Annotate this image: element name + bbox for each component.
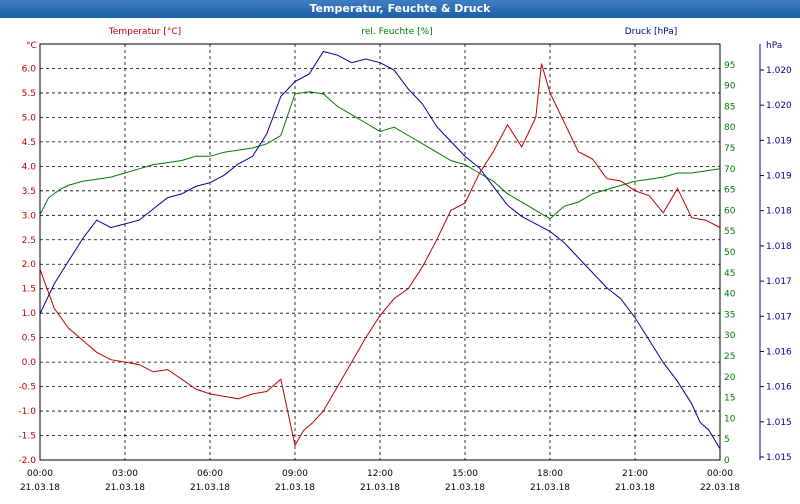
date-tick-label: 21.03.18: [275, 483, 315, 493]
humidity-tick-label: 90: [724, 82, 736, 92]
time-tick-label: 09:00: [282, 469, 308, 479]
date-tick-label: 21.03.18: [615, 483, 655, 493]
temp-tick-label: 1.0: [22, 309, 37, 319]
temp-tick-label: 1.5: [22, 285, 36, 295]
humidity-tick-label: 85: [724, 102, 735, 112]
humidity-axis-label: rel. Feuchte [%]: [361, 27, 432, 37]
pressure-tick-label: 1.020: [766, 101, 792, 111]
date-tick-label: 21.03.18: [360, 483, 400, 493]
temp-tick-label: -1.0: [18, 407, 36, 417]
pressure-axis-label: Druck [hPa]: [625, 27, 678, 37]
pressure-tick-label: 1.017: [766, 312, 792, 322]
pressure-tick-label: 1.015: [766, 418, 792, 428]
temp-tick-label: 2.0: [22, 260, 37, 270]
pressure-tick-label: 1.019: [766, 172, 792, 182]
temp-tick-label: -1.5: [18, 432, 36, 442]
pressure-tick-label: 1.017: [766, 277, 792, 287]
humidity-tick-label: 70: [724, 165, 736, 175]
humidity-tick-label: 30: [724, 331, 736, 341]
date-tick-label: 22.03.18: [700, 483, 740, 493]
humidity-tick-label: 0: [724, 456, 730, 466]
temp-axis-unit: °C: [26, 41, 37, 51]
grid: [40, 44, 720, 460]
date-tick-label: 21.03.18: [445, 483, 485, 493]
pressure-tick-label: 1.016: [766, 383, 792, 393]
temp-tick-label: 6.0: [22, 64, 37, 74]
temp-tick-label: 0.5: [22, 334, 36, 344]
temp-tick-label: 3.0: [22, 211, 37, 221]
time-tick-label: 15:00: [452, 469, 478, 479]
pressure-tick-label: 1.019: [766, 136, 792, 146]
plot-frame: [39, 43, 721, 461]
humidity-tick-label: 55: [724, 227, 735, 237]
time-axis-ticks: 00:00 21.03.18 03:00 21.03.18 06:00 21.03.18 0…: [20, 469, 740, 493]
humidity-tick-label: 75: [724, 144, 735, 154]
time-tick-label: 18:00: [537, 469, 563, 479]
humidity-tick-label: 45: [724, 269, 735, 279]
humidity-tick-label: 95: [724, 61, 735, 71]
pressure-tick-label: 1.015: [766, 453, 792, 463]
time-tick-label: 00:00: [707, 469, 733, 479]
chart-area: Temperatur [°C] rel. Feuchte [%] Druck […: [0, 18, 800, 500]
humidity-series-line: [39, 91, 721, 220]
window-title: Temperatur, Feuchte & Druck: [0, 0, 800, 18]
time-tick-label: 06:00: [197, 469, 223, 479]
temp-tick-label: 2.5: [22, 236, 36, 246]
pressure-series-line: [39, 50, 721, 450]
time-tick-label: 03:00: [112, 469, 138, 479]
humidity-tick-label: 20: [724, 373, 736, 383]
temp-tick-label: 3.5: [22, 187, 36, 197]
pressure-tick-label: 1.016: [766, 347, 792, 357]
humidity-tick-label: 25: [724, 352, 735, 362]
time-tick-label: 00:00: [27, 469, 53, 479]
temp-tick-label: -2.0: [18, 456, 36, 466]
time-tick-label: 21:00: [622, 469, 648, 479]
date-tick-label: 21.03.18: [105, 483, 145, 493]
temperature-series-line: [39, 63, 721, 447]
temp-tick-label: 4.5: [22, 138, 36, 148]
pressure-tick-label: 1.018: [766, 242, 792, 252]
temp-tick-label: -0.5: [18, 383, 36, 393]
temp-tick-label: 0.0: [22, 358, 37, 368]
humidity-tick-label: 35: [724, 310, 735, 320]
humidity-tick-label: 5: [724, 435, 730, 445]
temp-tick-label: 5.0: [22, 113, 37, 123]
date-tick-label: 21.03.18: [530, 483, 570, 493]
temp-axis-ticks: -2.0 -1.5 -1.0 -0.5 0.0 0.5 1.0 1.5 2.0 2.5 3.0 3.5…: [18, 64, 36, 466]
temp-tick-label: 4.0: [22, 162, 37, 172]
humidity-tick-label: 50: [724, 248, 736, 258]
date-tick-label: 21.03.18: [190, 483, 230, 493]
pressure-axis-ticks: 1.015 1.015 1.016 1.016 1.017 1.017 1.018 1.018…: [759, 44, 792, 463]
humidity-axis-ticks: 0 5 10 15 20 25 30 35 40 45 50 55 60 65 70 75 80 85 90 95: [724, 61, 736, 466]
time-tick-label: 12:00: [367, 469, 393, 479]
pressure-tick-label: 1.020: [766, 66, 792, 76]
humidity-tick-label: 15: [724, 394, 735, 404]
humidity-tick-label: 10: [724, 414, 736, 424]
humidity-tick-label: 40: [724, 290, 736, 300]
humidity-tick-label: 80: [724, 123, 736, 133]
weather-chart: Temperatur [°C] rel. Feuchte [%] Druck […: [18, 27, 792, 493]
temp-tick-label: 5.5: [22, 89, 36, 99]
pressure-tick-label: 1.018: [766, 207, 792, 217]
date-tick-label: 21.03.18: [20, 483, 60, 493]
temp-axis-label: Temperatur [°C]: [108, 27, 181, 37]
humidity-tick-label: 60: [724, 206, 736, 216]
pressure-axis-unit: hPa: [766, 41, 782, 51]
humidity-tick-label: 65: [724, 186, 735, 196]
